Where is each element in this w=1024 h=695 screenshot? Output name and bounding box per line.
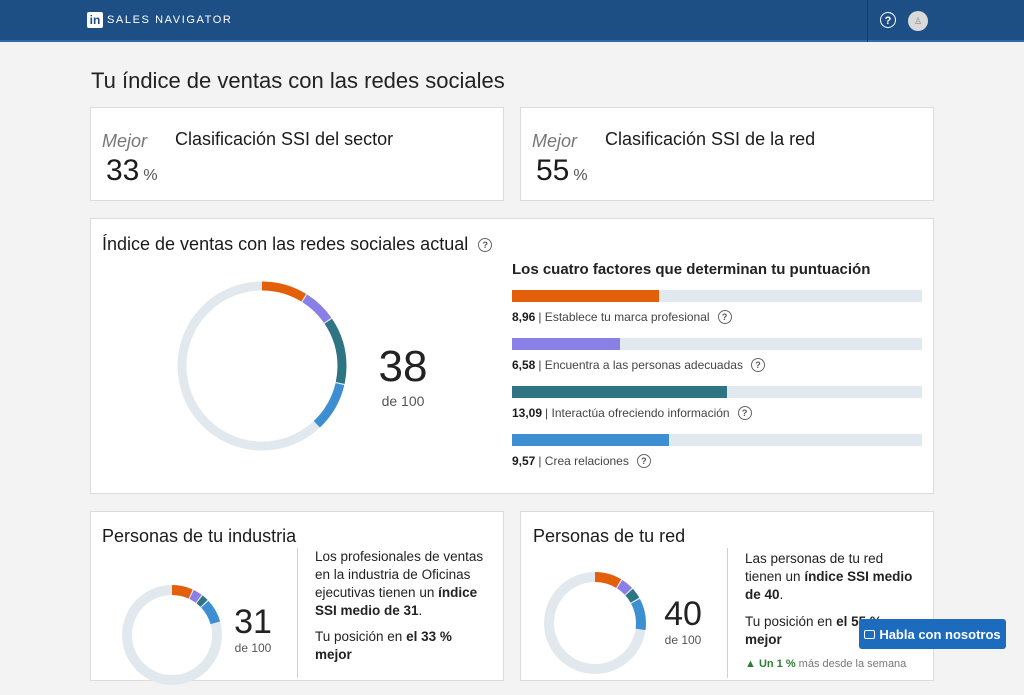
factor-name: | Establece tu marca profesional bbox=[538, 310, 710, 324]
factor-bar-relations bbox=[512, 434, 922, 446]
ssi-donut-chart bbox=[177, 281, 347, 451]
industry-position: Tu posición en el 33 % mejor bbox=[315, 628, 491, 664]
ssi-score-of: de 100 bbox=[381, 393, 425, 409]
industry-donut-chart bbox=[122, 585, 222, 685]
factor-bar-people bbox=[512, 338, 922, 350]
sector-rank-value: 33% bbox=[106, 154, 158, 188]
network-pos-text: Tu posición en bbox=[745, 614, 837, 629]
sector-rank-unit: % bbox=[143, 167, 158, 184]
network-title: Personas de tu red bbox=[533, 526, 686, 546]
help-icon[interactable]: ? bbox=[880, 12, 896, 28]
network-description: Las personas de tu red tienen un índice … bbox=[745, 550, 921, 604]
network-desc-end: . bbox=[779, 587, 784, 602]
factor-bar-engage bbox=[512, 386, 922, 398]
industry-donut-segment-1 bbox=[122, 585, 222, 685]
factor-name: | Encuentra a las personas adecuadas bbox=[538, 358, 743, 372]
network-donut-chart bbox=[544, 572, 646, 674]
network-score-of: de 100 bbox=[664, 633, 702, 647]
chat-button[interactable]: Habla con nosotros bbox=[859, 619, 1006, 649]
industry-pos-bold: el 33 % mejor bbox=[315, 629, 452, 662]
factor-help-icon[interactable]: ? bbox=[750, 358, 765, 372]
brand-logo[interactable]: in SALES NAVIGATOR bbox=[87, 12, 232, 28]
factor-value: 6,58 bbox=[512, 358, 536, 372]
network-desc-text: Las personas de tu red tienen un bbox=[745, 551, 884, 584]
ssi-donut-segment-3 bbox=[177, 281, 347, 451]
ssi-title-text: Índice de ventas con las redes sociales … bbox=[102, 234, 469, 254]
industry-desc-end: . bbox=[418, 603, 423, 618]
network-rank-label: Mejor bbox=[532, 131, 578, 151]
factor-label-brand: 8,96 | Establece tu marca profesional? bbox=[512, 310, 732, 324]
sector-rank-card: Mejor 33% Clasificación SSI del sector bbox=[90, 107, 504, 201]
industry-pos-text: Tu posición en bbox=[315, 629, 407, 644]
network-donut-segment-4 bbox=[544, 572, 646, 674]
factor-value: 9,57 bbox=[512, 454, 536, 468]
factor-bar-fill-relations bbox=[512, 434, 669, 446]
network-rank-value: 55% bbox=[536, 154, 588, 188]
sector-rank-label: Mejor bbox=[102, 131, 148, 151]
factor-bar-fill-engage bbox=[512, 386, 727, 398]
chat-icon bbox=[864, 629, 876, 639]
network-rank-unit: % bbox=[573, 167, 588, 184]
network-rank-number: 55 bbox=[536, 154, 570, 187]
ssi-help-icon[interactable]: ? bbox=[478, 237, 493, 252]
factor-name: | Crea relaciones bbox=[538, 454, 629, 468]
factor-value: 8,96 bbox=[512, 310, 536, 324]
ssi-donut-segment-1 bbox=[177, 281, 347, 451]
industry-description: Los profesionales de ventas en la indust… bbox=[315, 548, 491, 620]
trend-rest-text: más desde la semana bbox=[795, 658, 907, 670]
industry-score: 31 de 100 bbox=[225, 605, 281, 655]
network-score: 40 de 100 bbox=[655, 597, 711, 647]
ssi-score: 38 de 100 bbox=[363, 342, 443, 410]
network-trend: ▲ Un 1 % más desde la semana bbox=[745, 658, 906, 670]
network-donut-segment-1 bbox=[544, 572, 646, 674]
factors-title: Los cuatro factores que determinan tu pu… bbox=[512, 261, 871, 278]
network-score-value: 40 bbox=[664, 595, 702, 633]
industry-title: Personas de tu industria bbox=[102, 526, 297, 546]
factor-value: 13,09 bbox=[512, 406, 543, 420]
factor-name: | Interactúa ofreciendo información bbox=[545, 406, 730, 420]
avatar[interactable]: ♙ bbox=[908, 11, 928, 31]
factor-label-engage: 13,09 | Interactúa ofreciendo información… bbox=[512, 406, 752, 420]
network-divider bbox=[727, 548, 728, 678]
industry-card: Personas de tu industria 31 de 100 Los p… bbox=[90, 511, 504, 685]
header-divider bbox=[867, 0, 868, 42]
linkedin-icon: in bbox=[87, 12, 103, 28]
factor-bar-fill-brand bbox=[512, 290, 659, 302]
sector-rank-number: 33 bbox=[106, 154, 140, 187]
factor-label-relations: 9,57 | Crea relaciones? bbox=[512, 454, 651, 468]
network-desc-bold: índice SSI medio de 40 bbox=[745, 569, 913, 602]
page-title: Tu índice de ventas con las redes social… bbox=[91, 68, 505, 93]
ssi-score-value: 38 bbox=[378, 342, 428, 391]
factor-bar-brand bbox=[512, 290, 922, 302]
trend-up-text: ▲ Un 1 % bbox=[745, 658, 796, 670]
factor-help-icon[interactable]: ? bbox=[717, 310, 732, 324]
industry-desc-text: Los profesionales de ventas en la indust… bbox=[315, 549, 484, 600]
brand-text: SALES NAVIGATOR bbox=[107, 14, 233, 26]
industry-score-of: de 100 bbox=[234, 641, 272, 655]
network-card: Personas de tu red 40 de 100 Las persona… bbox=[520, 511, 934, 681]
ssi-title: Índice de ventas con las redes sociales … bbox=[102, 234, 493, 255]
factor-label-people: 6,58 | Encuentra a las personas adecuadas… bbox=[512, 358, 765, 372]
network-rank-card: Mejor 55% Clasificación SSI de la red bbox=[520, 107, 934, 201]
industry-divider bbox=[297, 548, 298, 678]
factor-bar-fill-people bbox=[512, 338, 620, 350]
factor-help-icon[interactable]: ? bbox=[737, 406, 752, 420]
chat-button-label: Habla con nosotros bbox=[879, 626, 1001, 642]
ssi-card: Índice de ventas con las redes sociales … bbox=[90, 218, 934, 494]
industry-score-value: 31 bbox=[234, 603, 272, 641]
sector-rank-title: Clasificación SSI del sector bbox=[175, 129, 394, 149]
network-rank-title: Clasificación SSI de la red bbox=[605, 129, 816, 149]
industry-desc-bold: índice SSI medio de 31 bbox=[315, 585, 478, 618]
factor-help-icon[interactable]: ? bbox=[636, 454, 651, 468]
top-navigation-bar: in SALES NAVIGATOR ? ♙ bbox=[0, 0, 1024, 42]
